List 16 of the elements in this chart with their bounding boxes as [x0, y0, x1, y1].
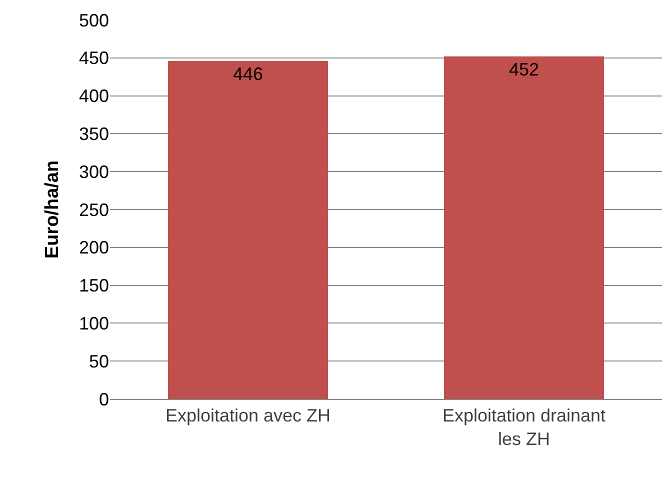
y-tick-label: 100	[78, 314, 109, 334]
data-label: 452	[508, 59, 540, 80]
y-tick-label: 350	[78, 124, 109, 144]
y-tick-label: 150	[78, 276, 109, 296]
x-tick-label: Exploitation drainant les ZH	[442, 406, 606, 449]
y-axis-title: Euro/ha/an	[42, 160, 63, 259]
y-tick-label: 50	[88, 351, 109, 372]
y-tick-label: 450	[78, 48, 109, 68]
y-tick-label: 200	[78, 238, 109, 258]
y-tick-label: 0	[98, 389, 109, 410]
y-tick-label: 300	[78, 162, 109, 182]
y-tick-label: 400	[78, 86, 109, 106]
y-tick-label: 250	[78, 200, 109, 220]
data-label: 446	[232, 64, 264, 84]
y-tick-label: 500	[78, 10, 109, 30]
x-tick-label: Exploitation avec ZH	[165, 406, 331, 426]
